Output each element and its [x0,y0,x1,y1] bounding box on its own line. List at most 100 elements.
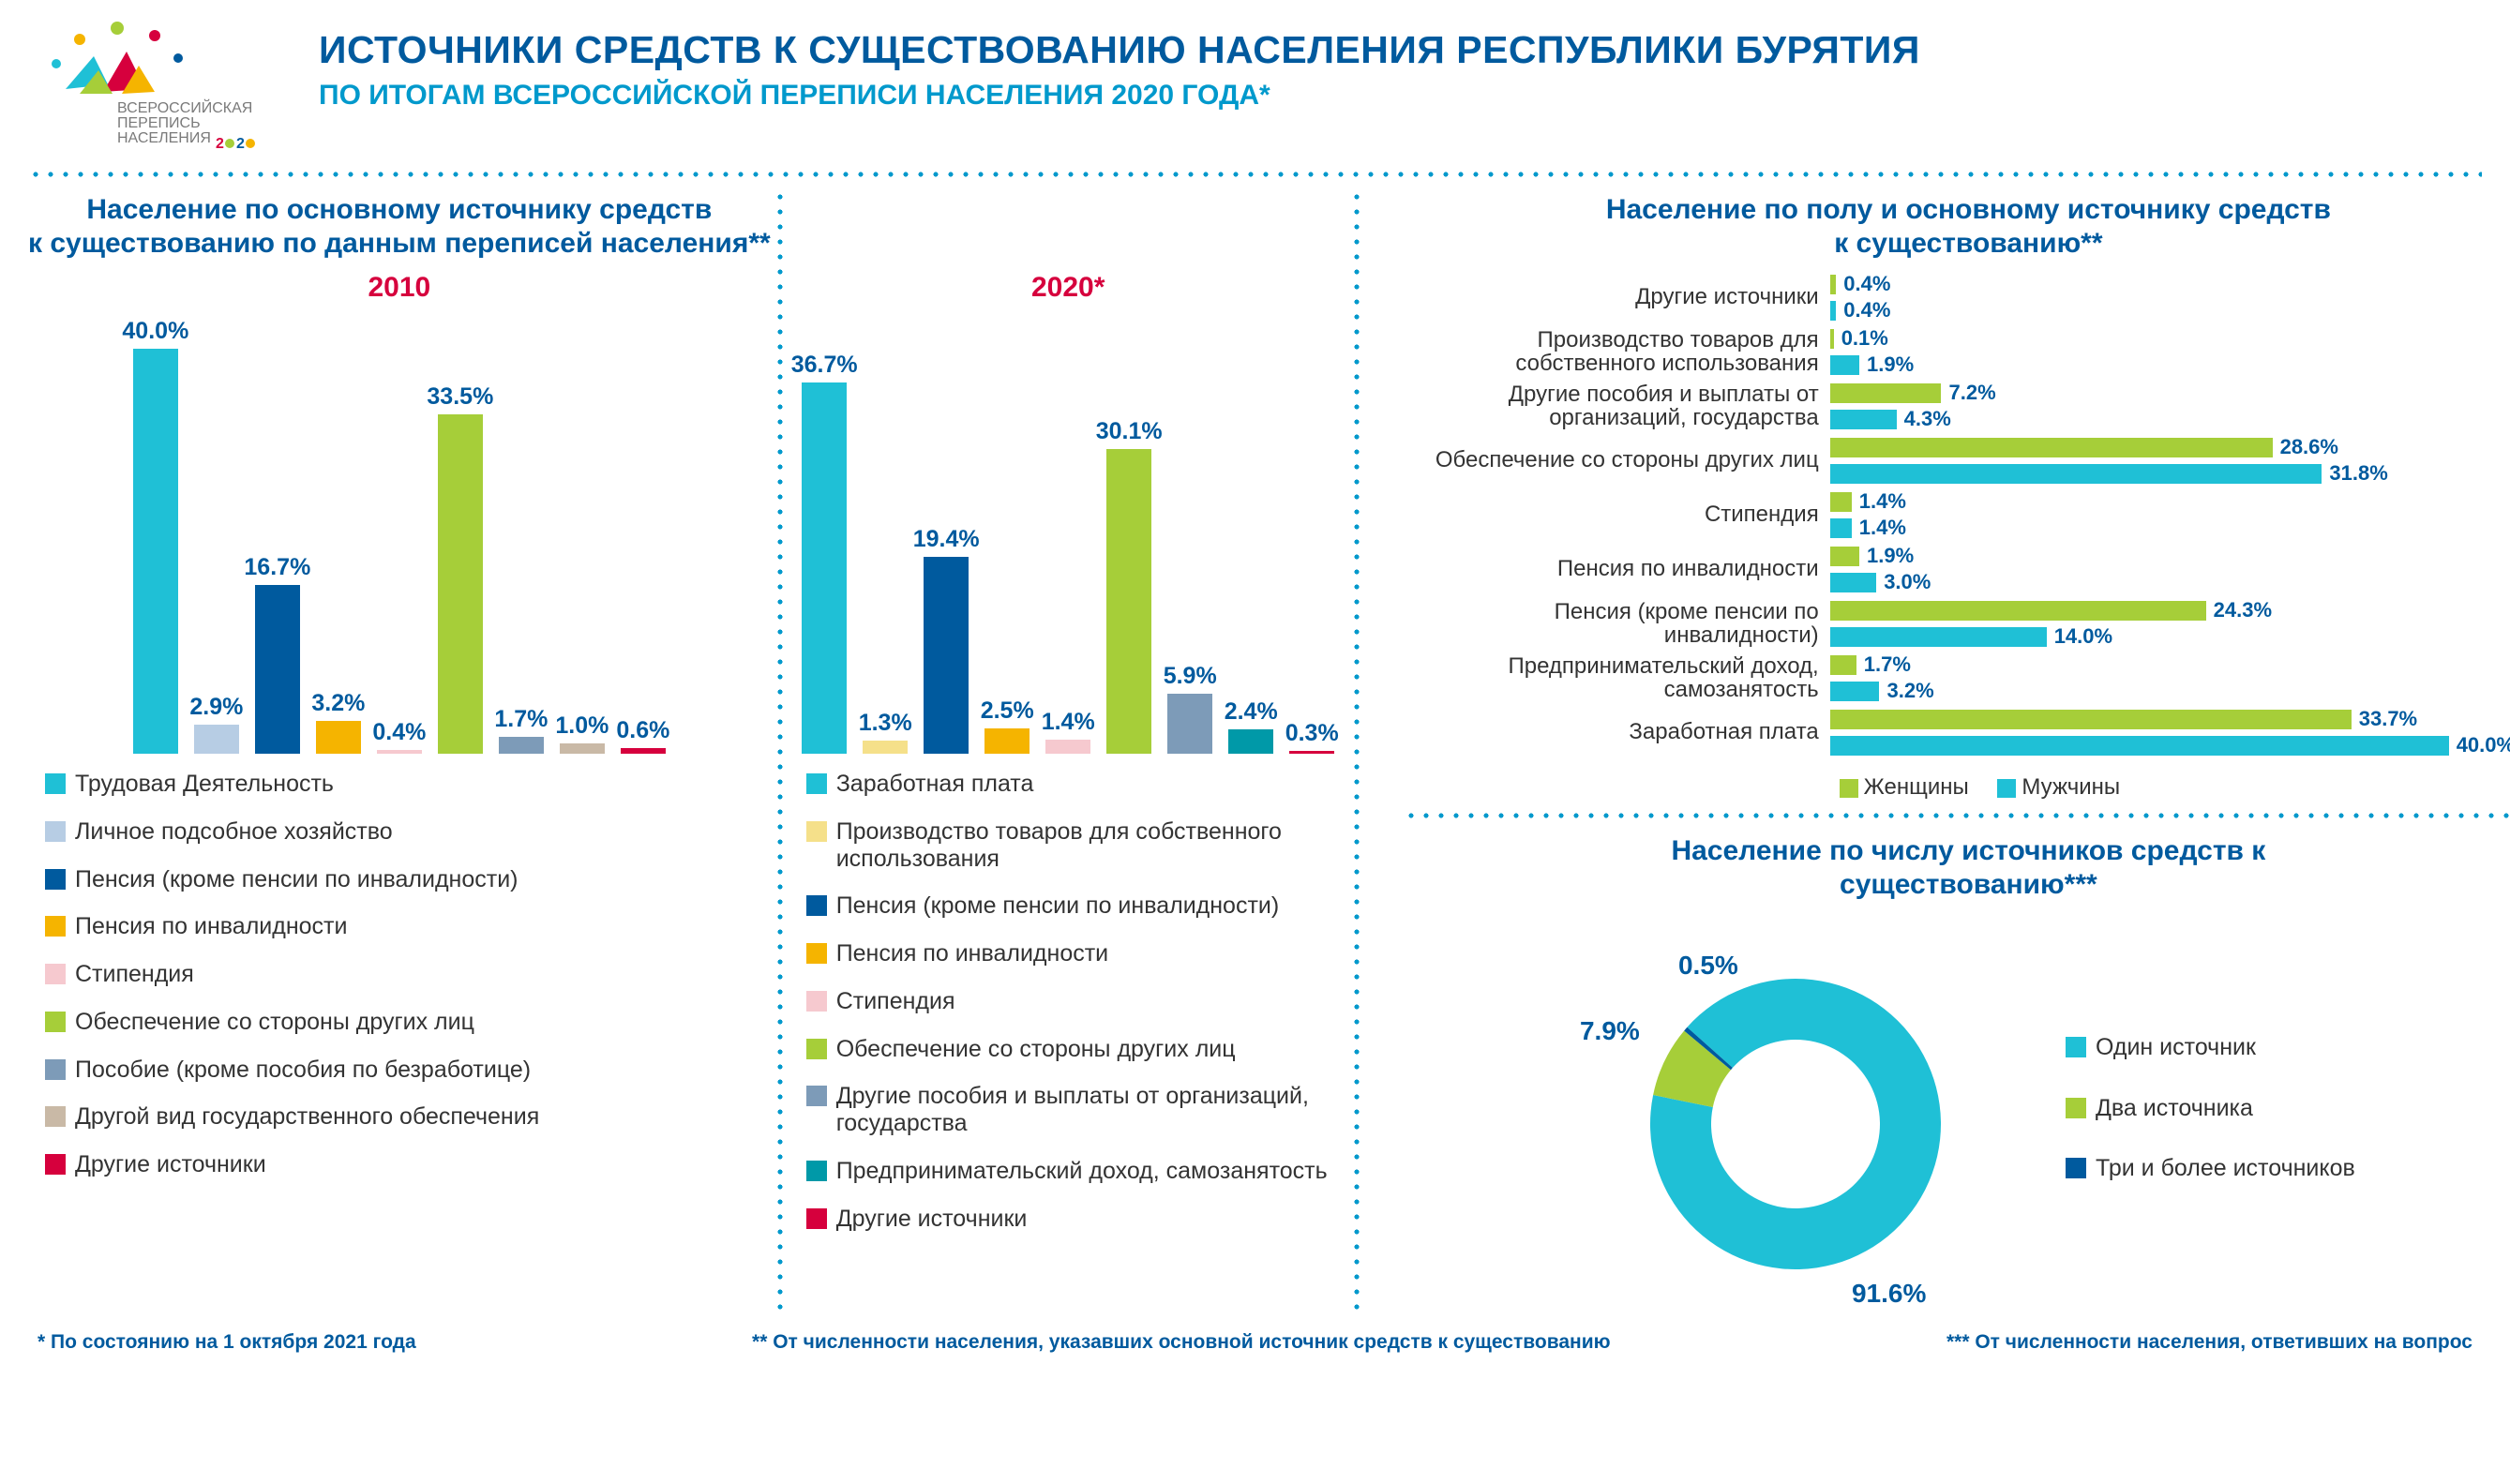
legend-item: Производство товаров для собственного ис… [806,818,1336,873]
gender-legend: Женщины Мужчины [1404,774,2510,801]
legend-label: Пенсия (кроме пенсии по инвалидности) [836,892,1280,920]
legend-label: Заработная плата [836,771,1034,798]
bar-rect [621,748,666,754]
subtitle: ПО ИТОГАМ ВСЕРОССИЙСКОЙ ПЕРЕПИСИ НАСЕЛЕН… [319,80,2482,112]
hbar-value: 1.4% [1859,516,1906,540]
year-2010: 2010 [28,272,771,304]
bar-value: 30.1% [1096,418,1163,445]
legend-label: Другие источники [836,1206,1028,1233]
bar-rect [438,414,483,754]
legend-item: Пенсия по инвалидности [806,940,1336,967]
legend-men: Мужчины [2022,774,2120,800]
hbar-rect [1830,492,1852,512]
donut-title-1: Население по числу источников средств к [1671,835,2265,866]
left-panel: Население по основному источнику средств… [28,189,1347,1316]
hbar-label: Пенсия (кроме пенсии по инвалидности) [1422,600,1830,647]
hbar-value: 1.9% [1867,544,1914,568]
bar-value: 16.7% [244,554,310,581]
legend-swatch [2066,1098,2086,1118]
bar-value: 33.5% [427,383,493,411]
legend-swatch [45,869,66,890]
left-section-title-2: к существованию по данным переписей насе… [28,228,771,259]
bar-rect [1228,729,1273,754]
donut-slice-label: 91.6% [1852,1279,1926,1309]
hbar-value: 0.1% [1841,326,1888,351]
bar-rect [984,728,1030,754]
bar: 40.0% [129,318,181,754]
donut-slice-label: 7.9% [1580,1016,1640,1046]
bar-value: 5.9% [1164,663,1217,690]
legend-label: Другие пособия и выплаты от организаций,… [836,1083,1336,1137]
bar-rect [1106,449,1151,754]
hbar-label: Предпринимательский доход, самозанятость [1422,654,1830,701]
bar: 2.9% [190,694,242,754]
svg-text:НАСЕЛЕНИЯ: НАСЕЛЕНИЯ [117,130,211,146]
bar-value: 2.4% [1225,698,1278,726]
legend-swatch [45,1106,66,1127]
legend-item: Другие пособия и выплаты от организаций,… [806,1083,1336,1137]
legend-label: Пенсия (кроме пенсии по инвалидности) [75,866,519,893]
bar: 0.6% [617,717,669,754]
vertical-divider-1 [771,189,789,1316]
bar: 16.7% [251,554,303,754]
right-panel: Население по полу и основному источнику … [1366,189,2510,1316]
legend-item: Три и более источников [2066,1155,2355,1182]
legend-swatch [45,916,66,937]
gender-title-2: к существованию** [1834,228,2102,259]
legend-label: Личное подсобное хозяйство [75,818,393,846]
bar: 1.0% [556,712,608,754]
bar-rect [316,721,361,754]
legend-item: Пенсия (кроме пенсии по инвалидности) [45,866,759,893]
svg-text:2: 2 [236,136,245,152]
hbar-rect [1830,655,1856,675]
left-section-title-1: Население по основному источнику средств [86,194,712,225]
bar-value: 40.0% [122,318,188,345]
donut-slice [1650,979,1941,1269]
bar: 36.7% [799,352,850,754]
hbar-value: 7.2% [1948,381,1995,405]
donut-title-2: существованию*** [1840,869,2097,900]
gender-bar-chart: Другие источники0.4%0.4%Производство тов… [1404,272,2510,771]
legend-item: Два источника [2066,1095,2355,1122]
hbar-value: 40.0% [2457,733,2510,757]
legend-swatch [45,1154,66,1175]
legend-swatch [45,1059,66,1080]
bar-value: 1.3% [859,710,912,737]
footnote-3: *** От численности населения, ответивших… [1946,1331,2472,1354]
footnote-2: ** От численности населения, указавших о… [752,1331,1611,1354]
hbar-row: Заработная плата33.7%40.0% [1422,707,2510,757]
legend-item: Один источник [2066,1034,2355,1061]
bar-value: 1.0% [555,712,609,740]
legend-item: Пособие (кроме пособия по безработице) [45,1057,759,1084]
legend-swatch [45,773,66,794]
hbar-row: Предпринимательский доход, самозанятость… [1422,652,2510,703]
bar: 30.1% [1104,418,1155,754]
bar-rect [194,725,239,754]
bar-rect [377,750,422,754]
legend-swatch [806,1208,827,1229]
bar: 0.4% [373,719,425,754]
bar-rect [255,585,300,754]
donut-legend: Один источник Два источника Три и более ис… [2049,1023,2367,1216]
bar-value: 36.7% [791,352,858,379]
legend-label: Пособие (кроме пособия по безработице) [75,1057,531,1084]
legend-label: Пенсия по инвалидности [836,940,1108,967]
hbar-value: 3.2% [1886,679,1933,703]
bar: 33.5% [434,383,486,754]
bar: 2.5% [982,697,1033,754]
legend-swatch [2066,1158,2086,1178]
bar-value: 19.4% [913,526,980,553]
hbar-value: 1.4% [1859,489,1906,514]
legend-swatch [806,1039,827,1059]
bar-value: 1.7% [494,706,548,733]
legend-item: Стипендия [45,961,759,988]
legend-2010: Трудовая ДеятельностьЛичное подсобное хо… [28,759,771,1199]
legend-label: Производство товаров для собственного ис… [836,818,1336,873]
bar: 1.4% [1043,709,1094,754]
legend-label: Обеспечение со стороны других лиц [836,1036,1236,1063]
hbar-rect [1830,627,2047,647]
bar: 5.9% [1165,663,1216,754]
hbar-rect [1830,355,1859,375]
bar-rect [133,349,178,754]
hbar-rect [1830,518,1852,538]
